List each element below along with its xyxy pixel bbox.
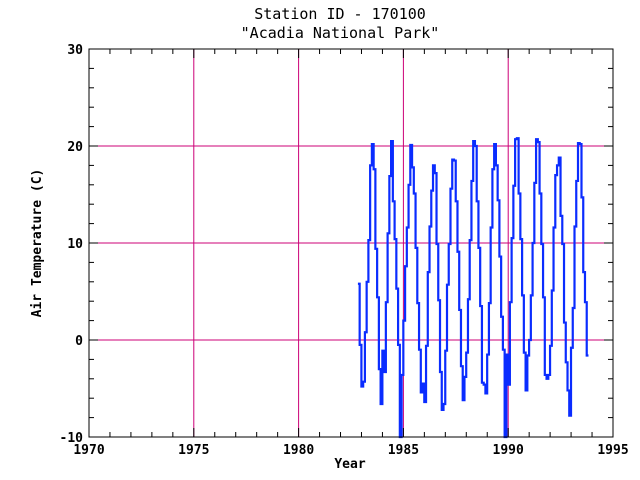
x-tick-label: 1970 xyxy=(73,443,104,458)
y-tick-label: 10 xyxy=(67,237,83,252)
x-axis-label: Year xyxy=(334,457,365,472)
series-layer xyxy=(357,137,589,439)
y-tick-label: 0 xyxy=(75,334,83,349)
y-tick-label: 30 xyxy=(67,43,83,58)
tick-marks xyxy=(88,48,614,438)
y-axis-label: Air Temperature (C) xyxy=(30,169,45,318)
x-tick-label: 1985 xyxy=(388,443,419,458)
chart-subtitle: "Acadia National Park" xyxy=(241,24,440,42)
tick-labels: 1970 1975 1980 1985 1990 1995 -10 0 10 20 30 xyxy=(60,43,629,458)
y-tick-label: -10 xyxy=(60,431,84,446)
grid-lines xyxy=(89,49,613,437)
x-tick-label: 1980 xyxy=(283,443,314,458)
temperature-series-line xyxy=(357,137,589,439)
y-tick-label: 20 xyxy=(67,140,83,155)
x-tick-label: 1995 xyxy=(597,443,628,458)
x-tick-label: 1990 xyxy=(493,443,524,458)
chart-title: Station ID - 170100 xyxy=(254,5,426,23)
x-tick-label: 1975 xyxy=(178,443,209,458)
